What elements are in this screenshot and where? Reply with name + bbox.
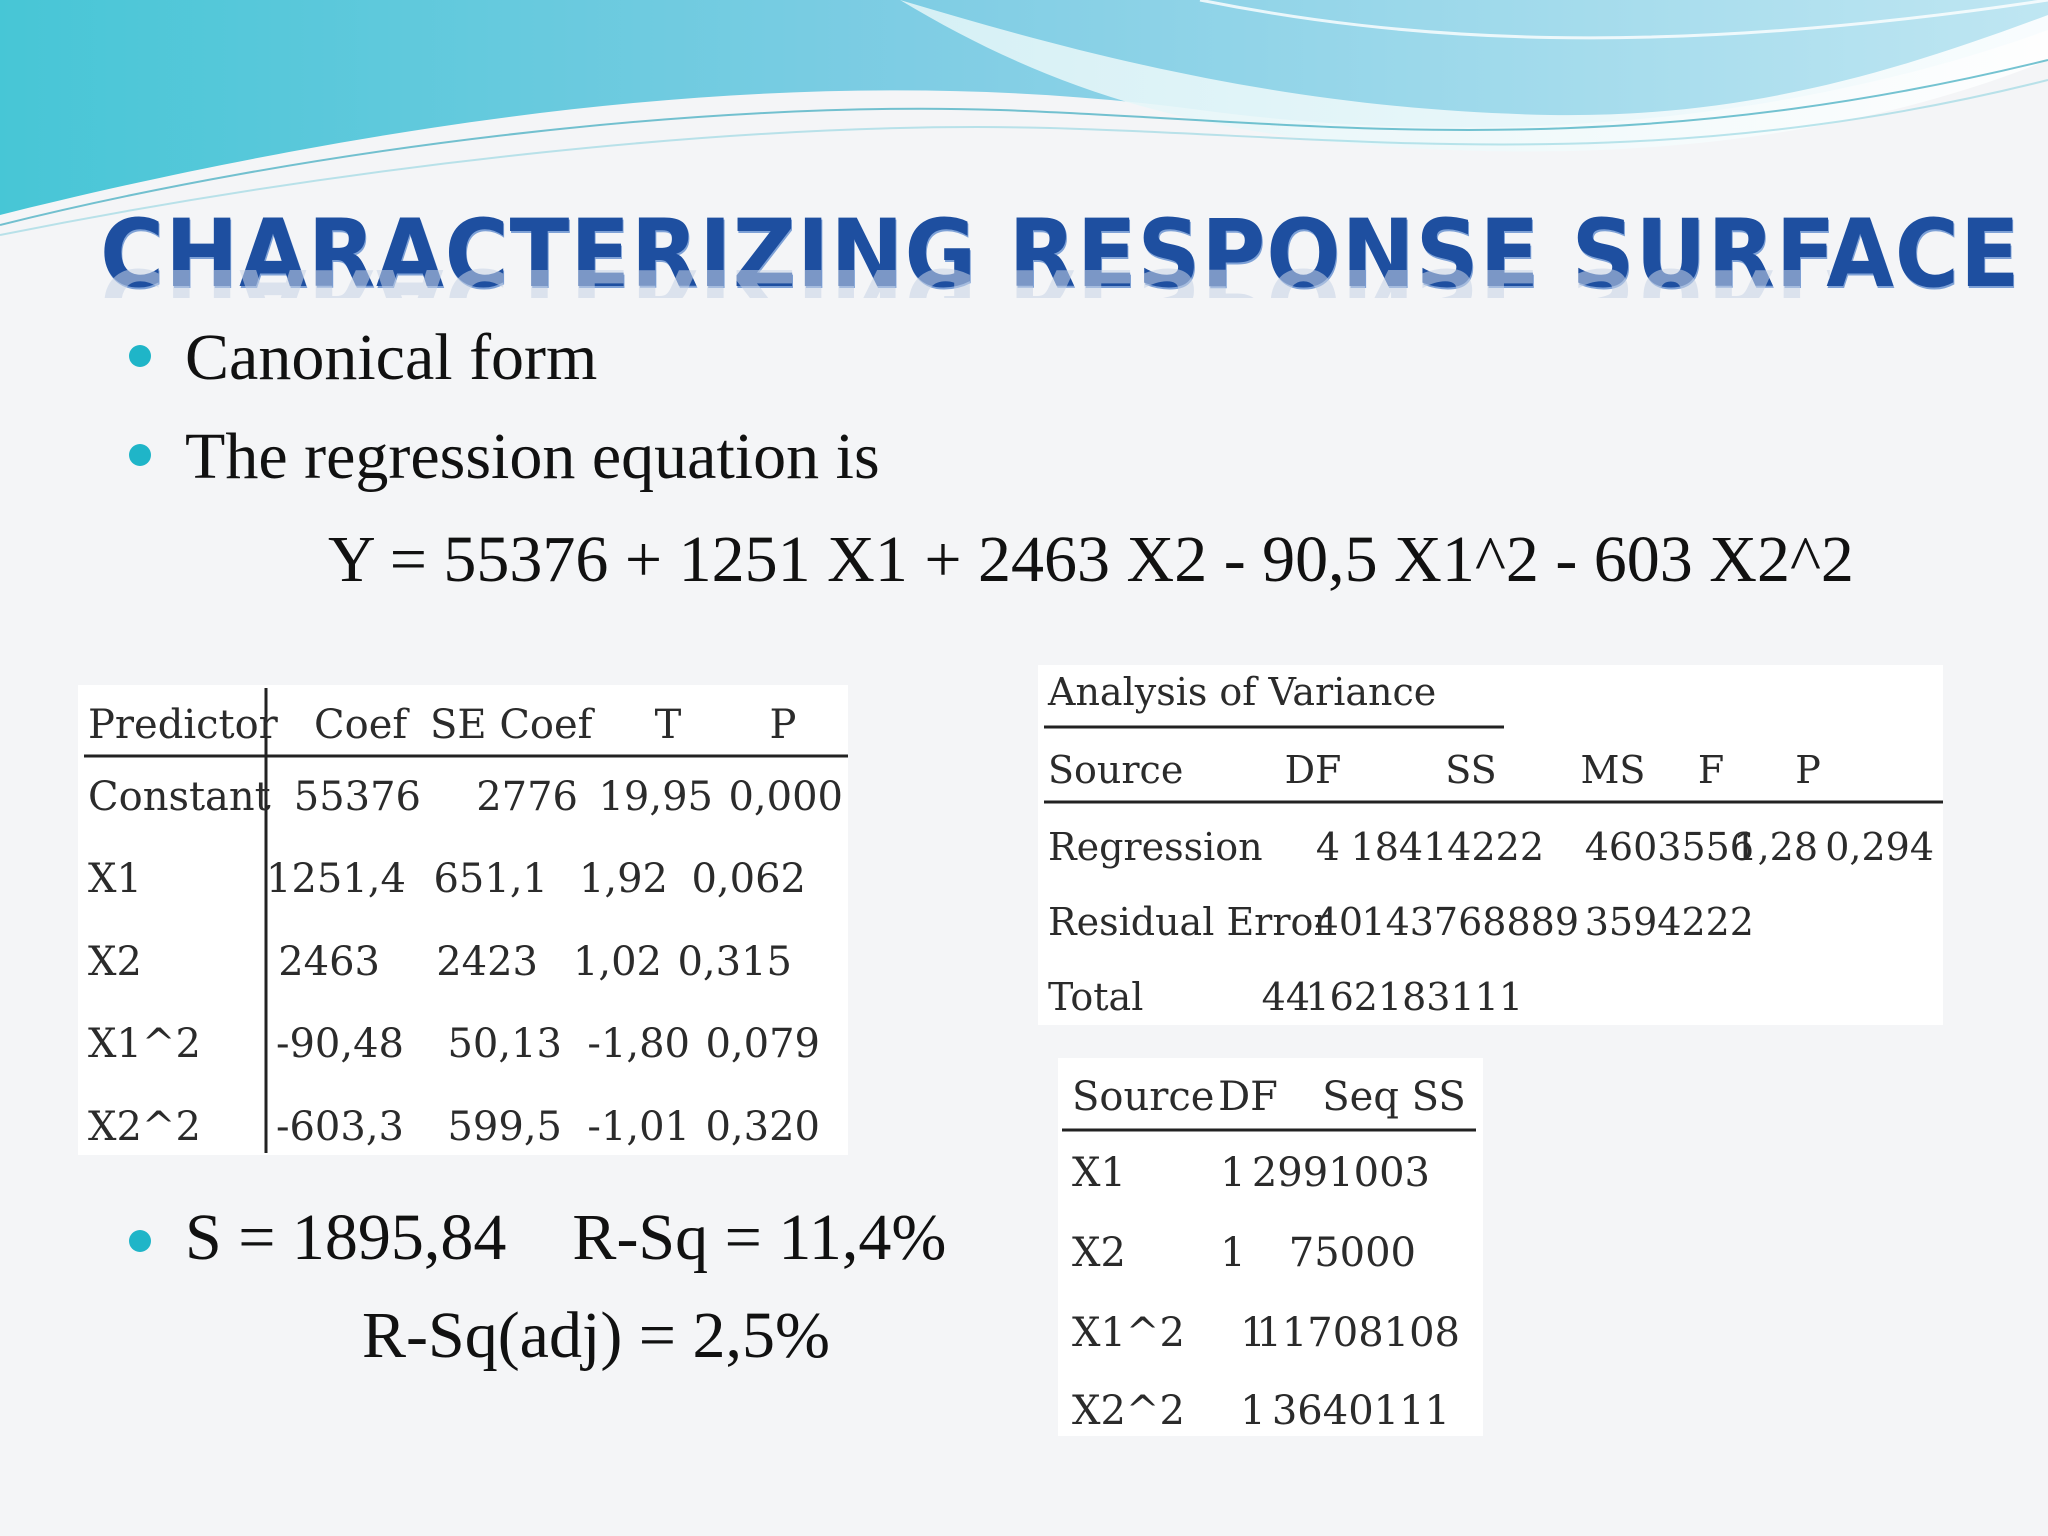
table-cell: 2776 xyxy=(476,774,578,820)
table-cell: 1,28 xyxy=(1733,825,1818,869)
table-cell: 50,13 xyxy=(447,1021,562,1067)
col-header-p: P xyxy=(770,702,797,748)
bullet-marker-1 xyxy=(129,345,151,367)
table-cell: 651,1 xyxy=(433,856,548,902)
table-cell: -1,80 xyxy=(587,1021,690,1067)
table-cell: X1^2 xyxy=(88,1021,201,1067)
table-cell: 1251,4 xyxy=(266,856,406,902)
table-cell: 162183111 xyxy=(1305,975,1523,1019)
col-header-t: T xyxy=(655,702,682,748)
col-header-se-coef: SE Coef xyxy=(430,702,596,748)
table-cell: -1,01 xyxy=(587,1104,690,1150)
table-cell: 143768889 xyxy=(1361,900,1579,944)
table-cell: 19,95 xyxy=(598,774,713,820)
table-cell: 55376 xyxy=(294,774,421,820)
slide-title: CHARACTERIZING RESPONSE SURFACE xyxy=(100,200,2021,309)
table-cell: 40 xyxy=(1315,900,1363,944)
table-cell: Regression xyxy=(1048,825,1263,869)
table-cell: 44 xyxy=(1262,975,1310,1019)
table-cell: X2^2 xyxy=(1072,1388,1185,1434)
model-fit-rsq-adj: R-Sq(adj) = 2,5% xyxy=(362,1299,830,1372)
table-cell: X1^2 xyxy=(1072,1310,1185,1356)
coefficient-table: Predictor Coef SE Coef T P Constant 5537… xyxy=(84,688,848,1153)
table-cell: 0,079 xyxy=(705,1021,820,1067)
table-cell: Total xyxy=(1048,975,1143,1019)
table-cell: 1 xyxy=(1220,1230,1245,1276)
table-cell: X1 xyxy=(1072,1150,1126,1196)
bullet-regression-equation: The regression equation is xyxy=(185,420,880,493)
table-cell: Constant xyxy=(88,774,271,820)
table-cell: 1 xyxy=(1220,1150,1245,1196)
bullet-canonical-form: Canonical form xyxy=(185,321,598,394)
col-header-df: DF xyxy=(1218,1074,1278,1120)
table-cell: 0,062 xyxy=(691,856,806,902)
bullet-marker-3 xyxy=(129,1230,151,1252)
header-wave-decoration xyxy=(0,0,2048,236)
model-fit-s-rsq: S = 1895,84 R-Sq = 11,4% xyxy=(185,1201,947,1274)
slide-title-reflection: CHARACTERIZING RESPONSE SURFACE xyxy=(100,254,1830,298)
table-cell: 2991003 xyxy=(1252,1150,1430,1196)
table-cell: X1 xyxy=(88,856,142,902)
table-cell: 2423 xyxy=(436,939,538,985)
regression-equation: Y = 55376 + 1251 X1 + 2463 X2 - 90,5 X1^… xyxy=(328,523,1854,596)
col-header-ss: SS xyxy=(1445,748,1496,792)
table-cell: 0,315 xyxy=(677,939,792,985)
table-cell: 3640111 xyxy=(1272,1388,1450,1434)
anova-table-panel: Analysis of Variance Source DF SS MS F P… xyxy=(1038,665,1943,1025)
table-cell: 0,000 xyxy=(728,774,843,820)
table-cell: -90,48 xyxy=(276,1021,404,1067)
seq-ss-table: Source DF Seq SS X1 1 2991003 X2 1 75000… xyxy=(1062,1074,1476,1434)
table-cell: 0,294 xyxy=(1825,825,1934,869)
table-cell: 18414222 xyxy=(1351,825,1544,869)
bullet-marker-2 xyxy=(129,444,151,466)
table-cell: Residual Error xyxy=(1048,900,1332,944)
table-cell: 3594222 xyxy=(1585,900,1754,944)
col-header-ms: MS xyxy=(1581,748,1646,792)
coefficient-table-panel: Predictor Coef SE Coef T P Constant 5537… xyxy=(78,685,848,1155)
col-header-source: Source xyxy=(1048,748,1183,792)
table-cell: X2^2 xyxy=(88,1104,201,1150)
table-cell: 1 xyxy=(1240,1388,1265,1434)
table-cell: 0,320 xyxy=(705,1104,820,1150)
table-cell: 11708108 xyxy=(1256,1310,1460,1356)
col-header-p: P xyxy=(1795,748,1821,792)
table-cell: 4603556 xyxy=(1585,825,1754,869)
table-cell: 2463 xyxy=(278,939,380,985)
table-cell: 599,5 xyxy=(447,1104,562,1150)
table-cell: 4 xyxy=(1316,825,1340,869)
anova-title: Analysis of Variance xyxy=(1047,670,1436,714)
table-cell: X2 xyxy=(1072,1230,1126,1276)
anova-table: Analysis of Variance Source DF SS MS F P… xyxy=(1044,670,1943,1019)
table-cell: 1,92 xyxy=(579,856,668,902)
col-header-seq-ss: Seq SS xyxy=(1322,1074,1466,1120)
col-header-predictor: Predictor xyxy=(88,702,279,748)
col-header-df: DF xyxy=(1285,748,1342,792)
col-header-source: Source xyxy=(1072,1074,1214,1120)
col-header-coef: Coef xyxy=(314,702,410,748)
col-header-f: F xyxy=(1698,748,1724,792)
table-cell: -603,3 xyxy=(276,1104,404,1150)
table-cell: 1 xyxy=(1240,1310,1265,1356)
table-cell: X2 xyxy=(88,939,142,985)
table-cell: 1,02 xyxy=(573,939,662,985)
seq-ss-table-panel: Source DF Seq SS X1 1 2991003 X2 1 75000… xyxy=(1058,1058,1483,1436)
table-cell: 75000 xyxy=(1289,1230,1416,1276)
